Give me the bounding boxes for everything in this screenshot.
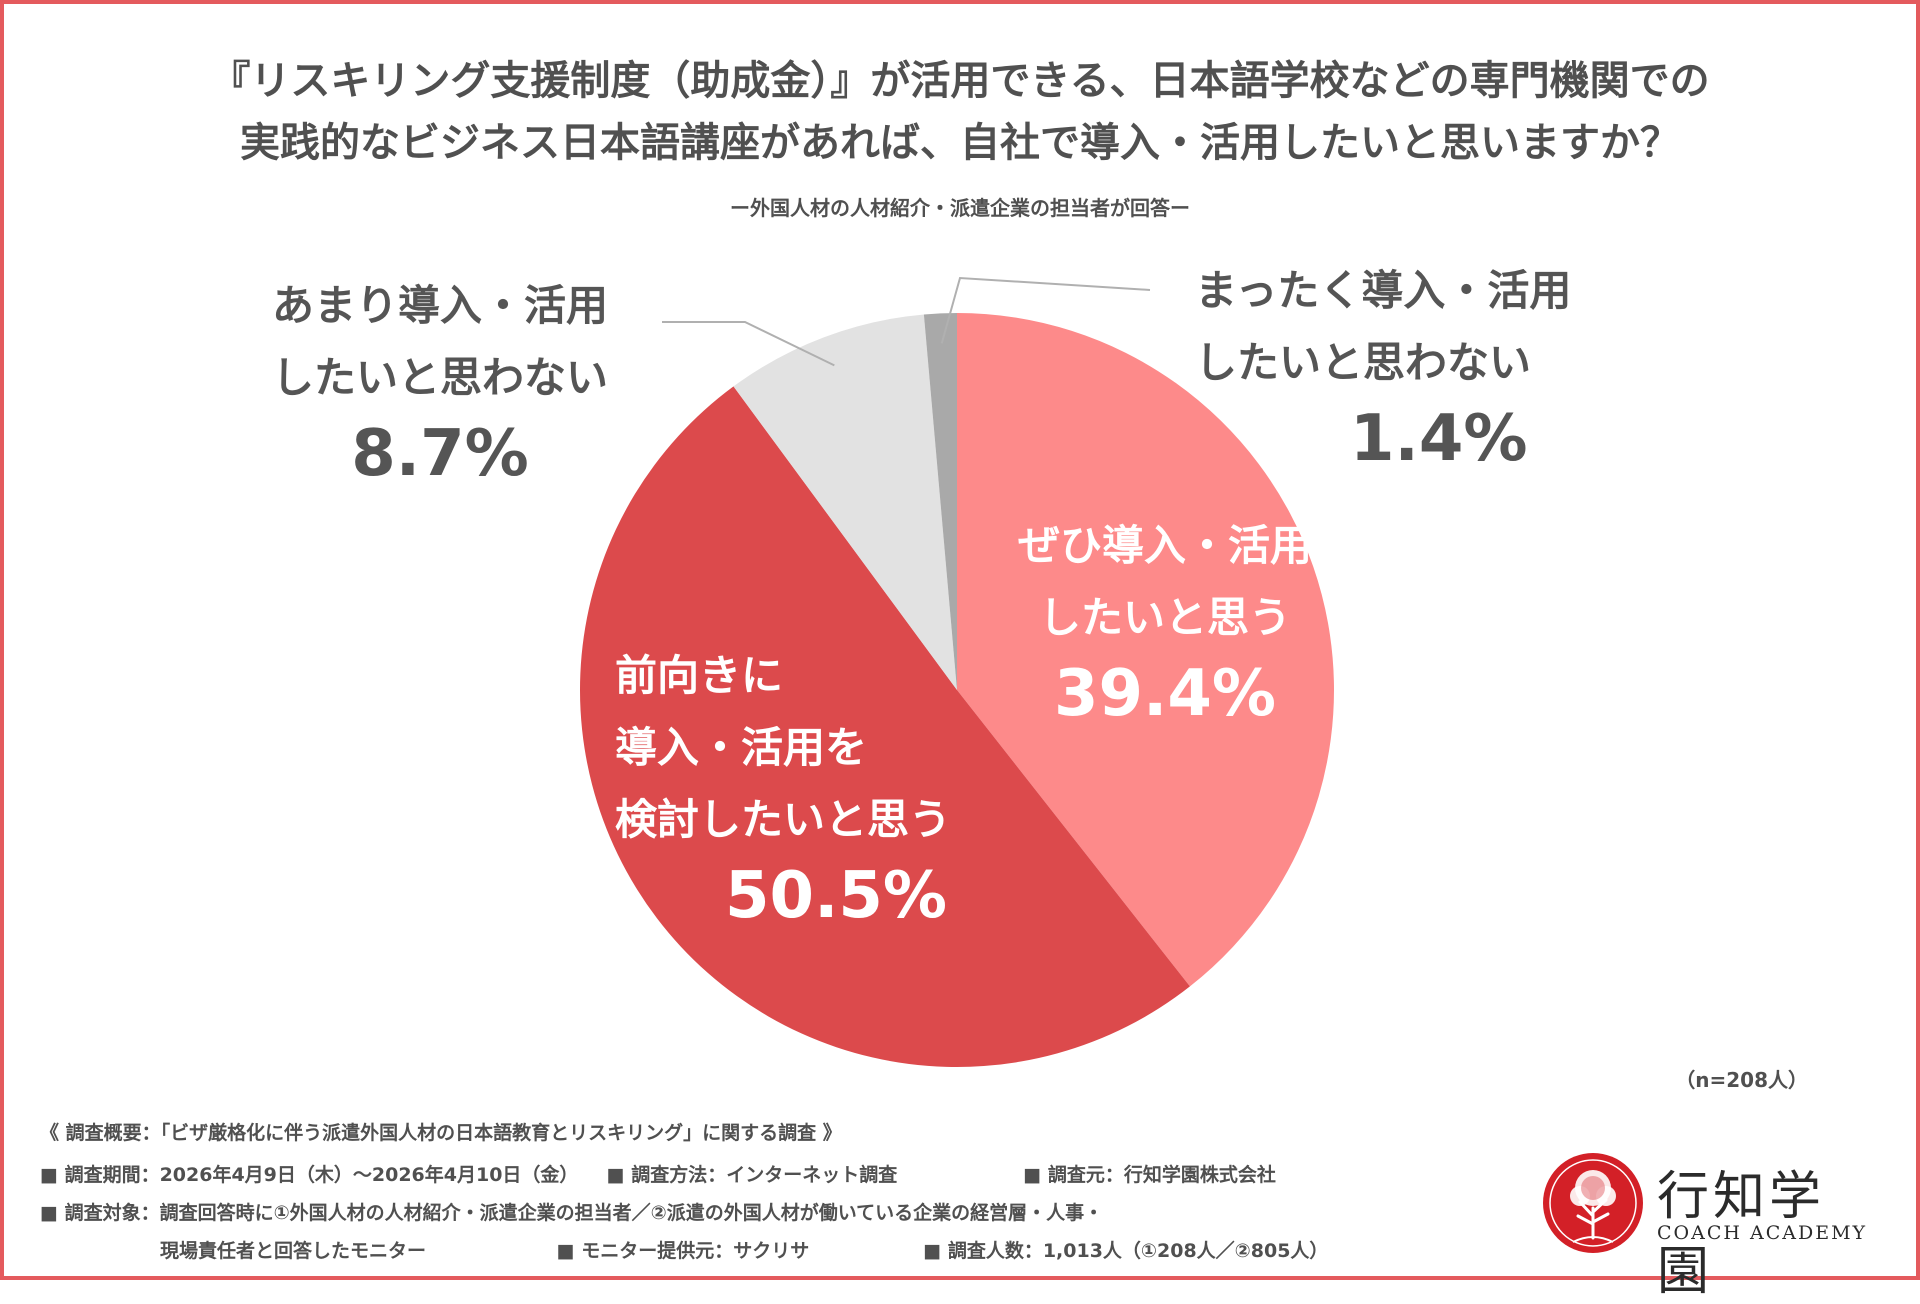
slice-label-positively-line3: 検討したいと思う bbox=[615, 795, 952, 844]
footer-source: ■ 調査元：行知学園株式会社 bbox=[1023, 1164, 1276, 1186]
footer-period: ■ 調査期間：2026年4月9日（木）～2026年4月10日（金） bbox=[40, 1164, 579, 1186]
slice-label-not-at-all-line2: したいと思わない bbox=[1195, 338, 1532, 387]
pie-slice-positively bbox=[580, 386, 1190, 1067]
footer-row-1: ■ 調査期間：2026年4月9日（木）～2026年4月10日（金） ■ 調査方法… bbox=[40, 1160, 1276, 1187]
sample-size: （n=208人） bbox=[1675, 1068, 1808, 1092]
pie-slice-definitely bbox=[957, 313, 1334, 987]
footer-method: ■ 調査方法：インターネット調査 bbox=[606, 1164, 898, 1186]
slice-label-not-much-line2: したいと思わない bbox=[271, 353, 608, 402]
slice-label-not-at-all: まったく導入・活用 したいと思わない 1.4% bbox=[1195, 255, 1625, 479]
slice-label-not-at-all-line1: まったく導入・活用 bbox=[1195, 266, 1572, 315]
chart-subtitle: ー外国人材の人材紹介・派遣企業の担当者が回答ー bbox=[730, 196, 1190, 220]
pie-slice-not-much bbox=[733, 314, 957, 690]
footer-target-line2: 現場責任者と回答したモニター bbox=[160, 1240, 427, 1262]
slice-label-definitely-line1: ぜひ導入・活用 bbox=[1017, 521, 1312, 570]
footer-respondents: ■ 調査人数：1,013人（①208人／②805人） bbox=[923, 1240, 1329, 1262]
slice-label-positively: 前向きに 導入・活用を 検討したいと思う 50.5% bbox=[615, 640, 1025, 936]
logo-seal-icon bbox=[1543, 1153, 1643, 1253]
footer-survey-summary: 《 調査概要：「ビザ厳格化に伴う派遣外国人材の日本語教育とリスキリング」に関する… bbox=[40, 1122, 842, 1144]
footer-target-line1: ■ 調査対象：調査回答時に①外国人材の人材紹介・派遣企業の担当者／②派遣の外国人… bbox=[40, 1202, 1104, 1224]
slice-label-positively-line1: 前向きに bbox=[615, 651, 784, 700]
slice-label-positively-line2: 導入・活用を bbox=[615, 723, 868, 772]
pie-slice-not-at-all bbox=[923, 313, 957, 690]
footer-provider: ■ モニター提供元：サクリサ bbox=[556, 1240, 810, 1262]
slice-value-positively: 50.5% bbox=[725, 859, 948, 933]
leader-line-not-much bbox=[662, 321, 835, 367]
slice-label-not-much-line1: あまり導入・活用 bbox=[271, 281, 608, 330]
chart-title-line2: 実践的なビジネス日本語講座があれば、自社で導入・活用したいと思いますか？ bbox=[240, 120, 1680, 166]
slice-value-not-at-all: 1.4% bbox=[1350, 402, 1528, 476]
chart-title-line1: 『リスキリング支援制度（助成金）』が活用できる、日本語学校などの専門機関での bbox=[210, 58, 1710, 104]
slice-value-not-much: 8.7% bbox=[351, 417, 529, 491]
logo-name-en: COACH ACADEMY bbox=[1657, 1222, 1868, 1244]
slice-label-definitely: ぜひ導入・活用 したいと思う 39.4% bbox=[975, 510, 1355, 734]
slice-label-definitely-line2: したいと思う bbox=[1038, 593, 1291, 642]
footer-row-3: 現場責任者と回答したモニター ■ モニター提供元：サクリサ ■ 調査人数：1,0… bbox=[160, 1236, 1328, 1263]
logo: 行知学園 COACH ACADEMY bbox=[1540, 1150, 1880, 1302]
slice-label-not-much: あまり導入・活用 したいと思わない 8.7% bbox=[230, 270, 650, 494]
leader-line-not-at-all bbox=[940, 276, 1151, 344]
slice-value-definitely: 39.4% bbox=[1053, 657, 1277, 731]
